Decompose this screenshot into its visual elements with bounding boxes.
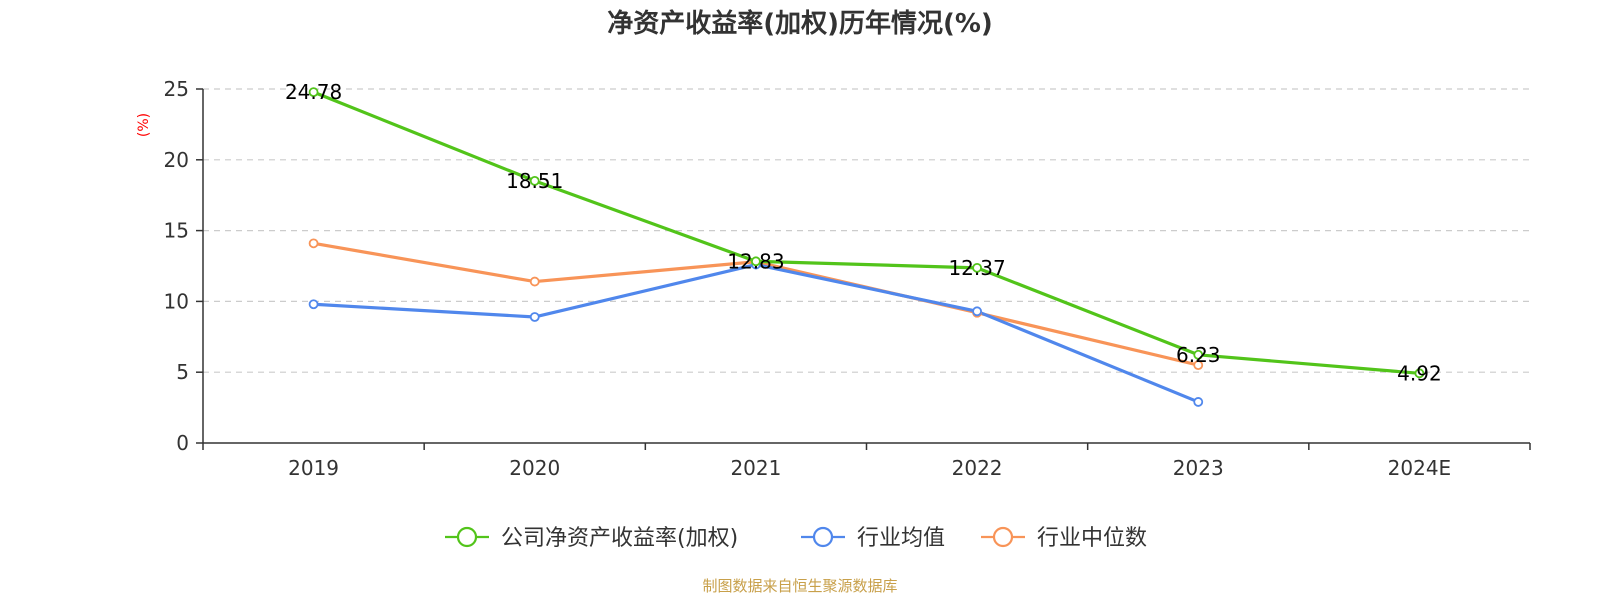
y-tick-label: 0 [176,431,189,455]
series-lines [312,90,1420,404]
y-tick-label: 10 [164,289,189,313]
series-point-2 [529,276,540,287]
legend-item-2[interactable]: 行业中位数 [981,526,1147,551]
y-tick-label: 5 [176,360,189,384]
source-note: 制图数据来自恒生聚源数据库 [702,577,897,595]
x-tick-label: 2020 [509,456,560,480]
legend-circle-icon [992,526,1014,548]
y-tick-labels: 0 5 10 15 20 25 [164,77,189,455]
series-point-2 [308,238,319,249]
series-point-1 [308,299,319,310]
x-tick-label: 2023 [1173,456,1224,480]
series-point-1 [972,306,982,317]
data-label: 24.78 [285,80,342,104]
legend-item-0[interactable]: 公司净资产收益率(加权) [445,526,738,551]
data-labels: 24.78 18.51 12.83 12.37 6.23 4.92 [285,80,1442,385]
data-label: 18.51 [506,169,563,193]
x-tick-label: 2019 [288,456,339,480]
legend: 公司净资产收益率(加权) 行业均值 行业中位数 [445,526,1147,551]
series-point-0 [1193,349,1204,360]
y-tick-label: 15 [164,219,189,243]
series-point-0 [972,262,982,273]
data-label: 12.37 [948,256,1005,280]
series-point-1 [529,312,540,322]
chart-title: 净资产收益率(加权)历年情况(%) [607,8,993,39]
series-line-0 [312,90,1420,375]
series-point-0 [751,256,761,267]
x-tick-label: 2024E [1388,456,1452,480]
series-point-2 [1193,360,1204,371]
y-axis-label: (%) [136,113,152,137]
series-points [308,87,1425,407]
series-point-1 [1193,397,1204,407]
axes [196,88,1531,450]
legend-label: 行业均值 [857,526,945,551]
data-label: 6.23 [1176,343,1221,367]
legend-circle-icon [812,526,834,548]
legend-item-1[interactable]: 行业均值 [801,526,945,551]
y-tick-label: 20 [164,148,189,172]
data-label: 4.92 [1397,361,1442,385]
data-label: 12.83 [727,249,784,273]
x-tick-label: 2022 [952,456,1003,480]
grid-lines [203,88,1530,373]
x-tick-label: 2021 [730,456,781,480]
series-point-0 [308,87,319,98]
legend-label: 公司净资产收益率(加权) [501,526,738,551]
series-point-0 [529,175,540,186]
legend-label: 行业中位数 [1037,526,1147,551]
x-tick-labels: 2019 2020 2021 2022 2023 2024E [288,456,1451,480]
series-point-0 [1414,368,1425,379]
legend-circle-icon [456,526,478,548]
y-tick-label: 25 [164,77,189,101]
